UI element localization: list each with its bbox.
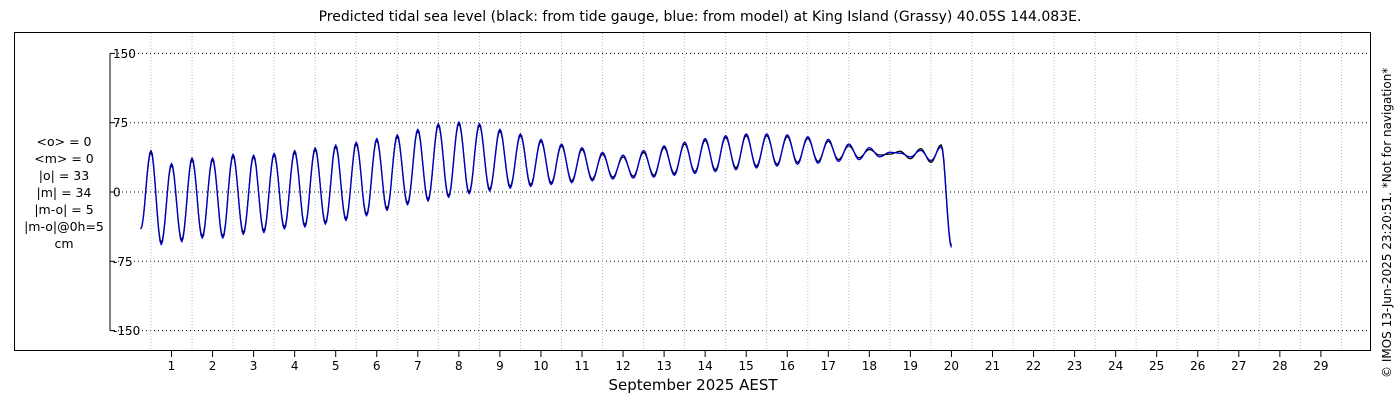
stat-abs-observed: |o| = 33 (38, 168, 90, 183)
x-tick-label: 15 (739, 359, 754, 373)
x-tick-label: 16 (780, 359, 795, 373)
x-tick-label: 25 (1149, 359, 1164, 373)
x-tick-label: 2 (209, 359, 217, 373)
y-axis: 150 75 0 -75 -150 (109, 47, 140, 338)
x-tick-label: 27 (1231, 359, 1246, 373)
y-tick-label: 0 (113, 186, 121, 200)
grid-layer (110, 33, 1370, 350)
series-line-model (140, 121, 953, 248)
x-tick-label: 17 (821, 359, 836, 373)
chart-title: Predicted tidal sea level (black: from t… (318, 9, 1082, 25)
x-tick-label: 3 (250, 359, 258, 373)
stats-panel: <o> = 0 <m> = 0 |o| = 33 |m| = 34 |m-o| … (18, 133, 110, 252)
x-tick-label: 21 (985, 359, 1000, 373)
x-axis-ticks: 1 2 3 4 5 6 7 8 9 10 11 12 13 14 15 16 17 18 19 20 21 22 23 24 2… (168, 351, 1329, 373)
x-tick-label: 14 (698, 359, 713, 373)
stat-mean-model: <m> = 0 (34, 151, 94, 166)
x-tick-label: 8 (455, 359, 463, 373)
y-tick-label: 150 (113, 47, 136, 61)
x-tick-label: 20 (944, 359, 959, 373)
plot-frame (14, 32, 1371, 351)
x-tick-label: 28 (1272, 359, 1287, 373)
x-tick-label: 12 (615, 359, 630, 373)
x-tick-label: 13 (656, 359, 671, 373)
x-tick-label: 1 (168, 359, 176, 373)
y-tick-label: -75 (113, 255, 133, 269)
stat-mean-observed: <o> = 0 (36, 134, 92, 149)
series-layer (140, 121, 953, 248)
x-axis-label: September 2025 AEST (608, 376, 778, 394)
x-tick-label: 29 (1313, 359, 1328, 373)
y-tick-label: -150 (113, 324, 140, 338)
x-tick-label: 11 (574, 359, 589, 373)
x-tick-label: 19 (903, 359, 918, 373)
x-tick-label: 22 (1026, 359, 1041, 373)
x-tick-label: 6 (373, 359, 381, 373)
x-tick-label: 7 (414, 359, 422, 373)
x-tick-label: 24 (1108, 359, 1123, 373)
x-tick-label: 23 (1067, 359, 1082, 373)
x-tick-label: 26 (1190, 359, 1205, 373)
x-tick-label: 9 (496, 359, 504, 373)
y-tick-label: 75 (113, 116, 128, 130)
copyright-notice: © IMOS 13-Jun-2025 23:20:51. *Not for na… (1380, 67, 1394, 378)
stat-abs-diff: |m-o| = 5 (34, 202, 94, 217)
stat-unit: cm (54, 236, 74, 251)
stat-abs-model: |m| = 34 (36, 185, 92, 200)
x-tick-label: 10 (533, 359, 548, 373)
x-tick-label: 4 (291, 359, 299, 373)
x-tick-label: 5 (332, 359, 340, 373)
x-tick-label: 18 (862, 359, 877, 373)
stat-abs-diff-0h: |m-o|@0h=5 (24, 219, 104, 234)
